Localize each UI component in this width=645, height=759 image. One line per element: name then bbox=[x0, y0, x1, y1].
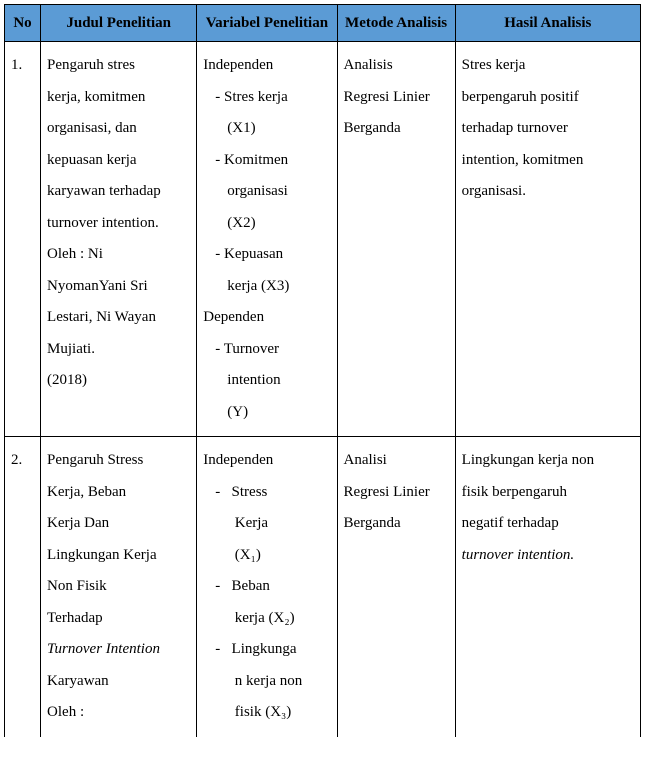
variabel-item: (Y) bbox=[203, 397, 330, 429]
hasil-text: negatif terhadap bbox=[462, 508, 634, 540]
variabel-label: Independen bbox=[203, 445, 330, 477]
metode-text: Regresi Linier bbox=[344, 477, 449, 509]
variabel-item: - Stress bbox=[203, 477, 330, 509]
table-row: 1. Pengaruh stres kerja, komitmen organi… bbox=[5, 42, 641, 437]
judul-text: organisasi, dan bbox=[47, 113, 190, 145]
cell-metode: Analisis Regresi Linier Berganda bbox=[337, 42, 455, 437]
metode-text: Berganda bbox=[344, 113, 449, 145]
cell-no: 2. bbox=[5, 437, 41, 737]
judul-text: Oleh : Ni bbox=[47, 239, 190, 271]
variabel-item: (X₁) bbox=[203, 540, 330, 572]
header-no: No bbox=[5, 5, 41, 42]
hasil-text: fisik berpengaruh bbox=[462, 477, 634, 509]
table-header-row: No Judul Penelitian Variabel Penelitian … bbox=[5, 5, 641, 42]
judul-text: Lestari, Ni Wayan bbox=[47, 302, 190, 334]
variabel-item: kerja (X₂) bbox=[203, 603, 330, 635]
judul-text: kepuasan kerja bbox=[47, 145, 190, 177]
metode-text: Berganda bbox=[344, 508, 449, 540]
header-variabel: Variabel Penelitian bbox=[197, 5, 337, 42]
research-table: No Judul Penelitian Variabel Penelitian … bbox=[4, 4, 641, 737]
judul-text: kerja, komitmen bbox=[47, 82, 190, 114]
variabel-item: - Beban bbox=[203, 571, 330, 603]
judul-text: Mujiati. bbox=[47, 334, 190, 366]
variabel-item: - Turnover bbox=[203, 334, 330, 366]
metode-text: Analisi bbox=[344, 445, 449, 477]
variabel-label: Independen bbox=[203, 50, 330, 82]
judul-text: Turnover Intention bbox=[47, 634, 190, 666]
judul-text: Lingkungan Kerja bbox=[47, 540, 190, 572]
variabel-item: fisik (X₃) bbox=[203, 697, 330, 729]
hasil-text: berpengaruh positif bbox=[462, 82, 634, 114]
judul-text: Pengaruh Stress bbox=[47, 445, 190, 477]
cell-hasil: Lingkungan kerja non fisik berpengaruh n… bbox=[455, 437, 640, 737]
header-hasil: Hasil Analisis bbox=[455, 5, 640, 42]
metode-text: Analisis bbox=[344, 50, 449, 82]
judul-text: Kerja Dan bbox=[47, 508, 190, 540]
variabel-item: - Komitmen bbox=[203, 145, 330, 177]
hasil-text: Lingkungan kerja non bbox=[462, 445, 634, 477]
variabel-label: Dependen bbox=[203, 302, 330, 334]
variabel-item: (X2) bbox=[203, 208, 330, 240]
judul-text: karyawan terhadap bbox=[47, 176, 190, 208]
judul-text: (2018) bbox=[47, 365, 190, 397]
judul-text: Kerja, Beban bbox=[47, 477, 190, 509]
judul-text: Pengaruh stres bbox=[47, 50, 190, 82]
cell-hasil: Stres kerja berpengaruh positif terhadap… bbox=[455, 42, 640, 437]
variabel-item: - Lingkunga bbox=[203, 634, 330, 666]
variabel-item: kerja (X3) bbox=[203, 271, 330, 303]
cell-metode: Analisi Regresi Linier Berganda bbox=[337, 437, 455, 737]
hasil-text: terhadap turnover bbox=[462, 113, 634, 145]
variabel-item: - Kepuasan bbox=[203, 239, 330, 271]
variabel-item: (X1) bbox=[203, 113, 330, 145]
hasil-text: intention, komitmen bbox=[462, 145, 634, 177]
header-metode: Metode Analisis bbox=[337, 5, 455, 42]
judul-text: NyomanYani Sri bbox=[47, 271, 190, 303]
hasil-text: organisasi. bbox=[462, 176, 634, 208]
cell-variabel: Independen - Stres kerja (X1) - Komitmen… bbox=[197, 42, 337, 437]
hasil-text: Stres kerja bbox=[462, 50, 634, 82]
cell-judul: Pengaruh Stress Kerja, Beban Kerja Dan L… bbox=[41, 437, 197, 737]
judul-text: turnover intention. bbox=[47, 208, 190, 240]
variabel-item: - Stres kerja bbox=[203, 82, 330, 114]
cell-no: 1. bbox=[5, 42, 41, 437]
variabel-item: n kerja non bbox=[203, 666, 330, 698]
hasil-text: turnover intention. bbox=[462, 540, 634, 572]
variabel-item: organisasi bbox=[203, 176, 330, 208]
judul-text: Karyawan bbox=[47, 666, 190, 698]
judul-text: Terhadap bbox=[47, 603, 190, 635]
metode-text: Regresi Linier bbox=[344, 82, 449, 114]
cell-judul: Pengaruh stres kerja, komitmen organisas… bbox=[41, 42, 197, 437]
cell-variabel: Independen - Stress Kerja (X₁) - Beban k… bbox=[197, 437, 337, 737]
variabel-item: Kerja bbox=[203, 508, 330, 540]
table-row: 2. Pengaruh Stress Kerja, Beban Kerja Da… bbox=[5, 437, 641, 737]
header-judul: Judul Penelitian bbox=[41, 5, 197, 42]
judul-text: Non Fisik bbox=[47, 571, 190, 603]
variabel-item: intention bbox=[203, 365, 330, 397]
judul-text: Oleh : bbox=[47, 697, 190, 729]
